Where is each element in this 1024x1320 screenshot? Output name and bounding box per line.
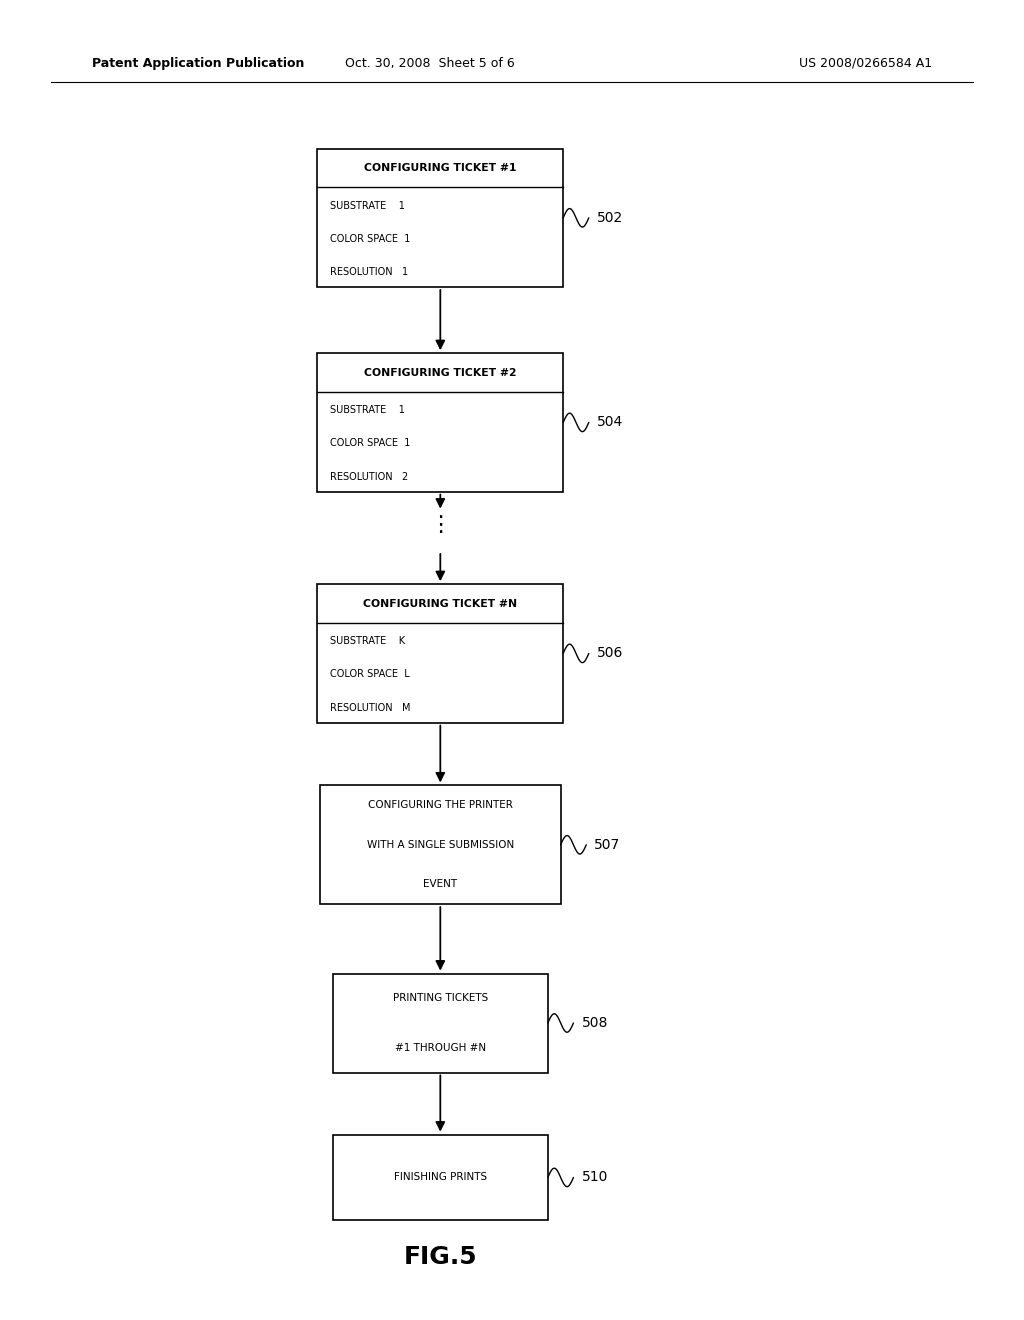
- Text: 506: 506: [597, 647, 624, 660]
- Text: CONFIGURING TICKET #1: CONFIGURING TICKET #1: [365, 162, 516, 173]
- Text: CONFIGURING THE PRINTER: CONFIGURING THE PRINTER: [368, 800, 513, 810]
- Text: PRINTING TICKETS: PRINTING TICKETS: [392, 993, 488, 1003]
- Text: ⋮: ⋮: [429, 515, 452, 535]
- Text: RESOLUTION   M: RESOLUTION M: [330, 702, 411, 713]
- Bar: [317, 352, 563, 491]
- Text: Oct. 30, 2008  Sheet 5 of 6: Oct. 30, 2008 Sheet 5 of 6: [345, 57, 515, 70]
- Text: 504: 504: [597, 416, 624, 429]
- Text: FINISHING PRINTS: FINISHING PRINTS: [394, 1172, 486, 1183]
- Bar: [333, 974, 548, 1072]
- Text: 507: 507: [594, 838, 621, 851]
- Text: WITH A SINGLE SUBMISSION: WITH A SINGLE SUBMISSION: [367, 840, 514, 850]
- Text: SUBSTRATE    K: SUBSTRATE K: [330, 636, 404, 647]
- Text: #1 THROUGH #N: #1 THROUGH #N: [395, 1043, 485, 1053]
- Bar: [317, 583, 563, 722]
- Text: 508: 508: [582, 1016, 608, 1030]
- Text: 502: 502: [597, 211, 624, 224]
- Text: FIG.5: FIG.5: [403, 1245, 477, 1269]
- Bar: [319, 785, 561, 904]
- Text: RESOLUTION   2: RESOLUTION 2: [330, 471, 408, 482]
- Bar: [317, 149, 563, 288]
- Text: COLOR SPACE  1: COLOR SPACE 1: [330, 234, 410, 244]
- Text: SUBSTRATE    1: SUBSTRATE 1: [330, 405, 404, 416]
- Text: US 2008/0266584 A1: US 2008/0266584 A1: [799, 57, 932, 70]
- Text: COLOR SPACE  1: COLOR SPACE 1: [330, 438, 410, 449]
- Text: EVENT: EVENT: [423, 879, 458, 890]
- Text: CONFIGURING TICKET #N: CONFIGURING TICKET #N: [364, 598, 517, 609]
- Text: COLOR SPACE  L: COLOR SPACE L: [330, 669, 410, 680]
- Text: SUBSTRATE    1: SUBSTRATE 1: [330, 201, 404, 211]
- Text: CONFIGURING TICKET #2: CONFIGURING TICKET #2: [364, 367, 517, 378]
- Text: RESOLUTION   1: RESOLUTION 1: [330, 267, 408, 277]
- Text: Patent Application Publication: Patent Application Publication: [92, 57, 304, 70]
- Bar: [333, 1134, 548, 1220]
- Text: 510: 510: [582, 1171, 608, 1184]
